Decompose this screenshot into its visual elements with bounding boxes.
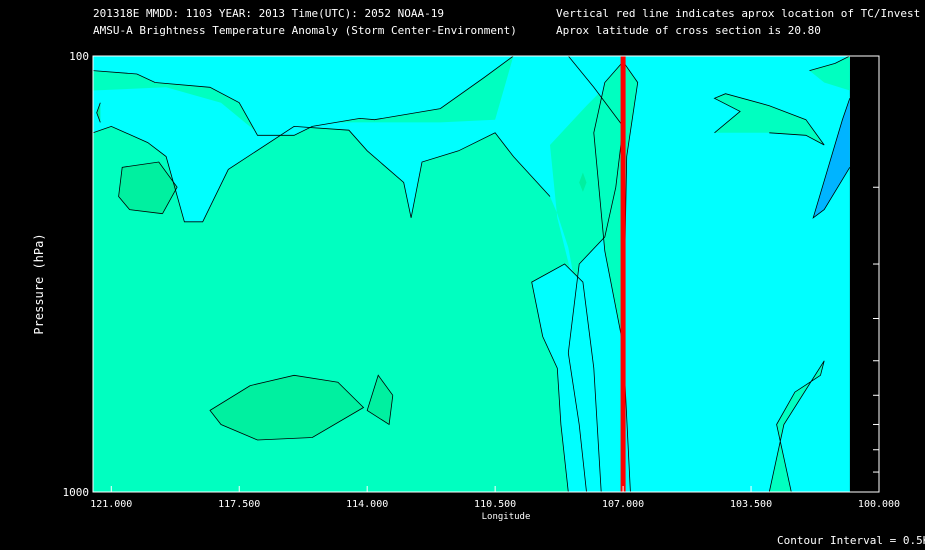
contour-region-7 <box>769 360 825 492</box>
plot-frame <box>92 55 880 493</box>
x-tick-label-2: 114.000 <box>346 499 388 510</box>
contour-line-7 <box>567 56 624 492</box>
y-tick-label-1: 1000 <box>63 486 90 499</box>
x-tick-label-4: 107.000 <box>602 499 644 510</box>
contour-region-1 <box>93 56 514 136</box>
contour-line-9 <box>768 360 825 492</box>
contour-line-1 <box>93 125 551 223</box>
header-info-line: 201318E MMDD: 1103 YEAR: 2013 Time(UTC):… <box>93 7 444 20</box>
header-latitude-note: Aprox latitude of cross section is 20.80 <box>556 24 821 37</box>
contour-region-11 <box>210 375 364 440</box>
x-tick-label-6: 100.000 <box>858 499 900 510</box>
contour-line-4 <box>209 374 365 441</box>
contour-line-11 <box>809 56 850 71</box>
x-tick-label-3: 110.500 <box>474 499 516 510</box>
header-product-title: AMSU-A Brightness Temperature Anomaly (S… <box>93 24 517 37</box>
contour-region-5 <box>593 61 638 345</box>
contour-region-8 <box>809 56 850 91</box>
contour-line-6 <box>531 263 602 492</box>
contour-line-8 <box>593 60 639 492</box>
contour-line-10 <box>713 93 825 146</box>
contour-line-5 <box>366 374 394 426</box>
contour-region-6 <box>714 93 825 145</box>
contour-line-2 <box>96 102 101 123</box>
plot-area <box>93 56 851 492</box>
x-tick-label-0: 121.000 <box>90 499 132 510</box>
contour-region-14 <box>579 172 587 192</box>
contour-region-4 <box>630 56 850 492</box>
contour-line-0 <box>93 56 514 136</box>
contour-region-10 <box>118 162 178 214</box>
contour-interval-note: Contour Interval = 0.5K <box>777 534 925 547</box>
y-tick-label-0: 100 <box>69 50 89 63</box>
contour-region-3 <box>531 264 602 492</box>
x-tick-label-1: 117.500 <box>218 499 260 510</box>
contour-region-12 <box>367 375 393 425</box>
contour-region-13 <box>96 102 101 123</box>
x-axis-label: Longitude <box>482 512 531 522</box>
x-tick-label-5: 103.500 <box>730 499 772 510</box>
y-axis-label: Pressure (hPa) <box>32 233 46 334</box>
contour-line-3 <box>118 161 178 215</box>
header-red-line-note: Vertical red line indicates aprox locati… <box>556 7 921 20</box>
contour-line-12 <box>812 98 851 219</box>
